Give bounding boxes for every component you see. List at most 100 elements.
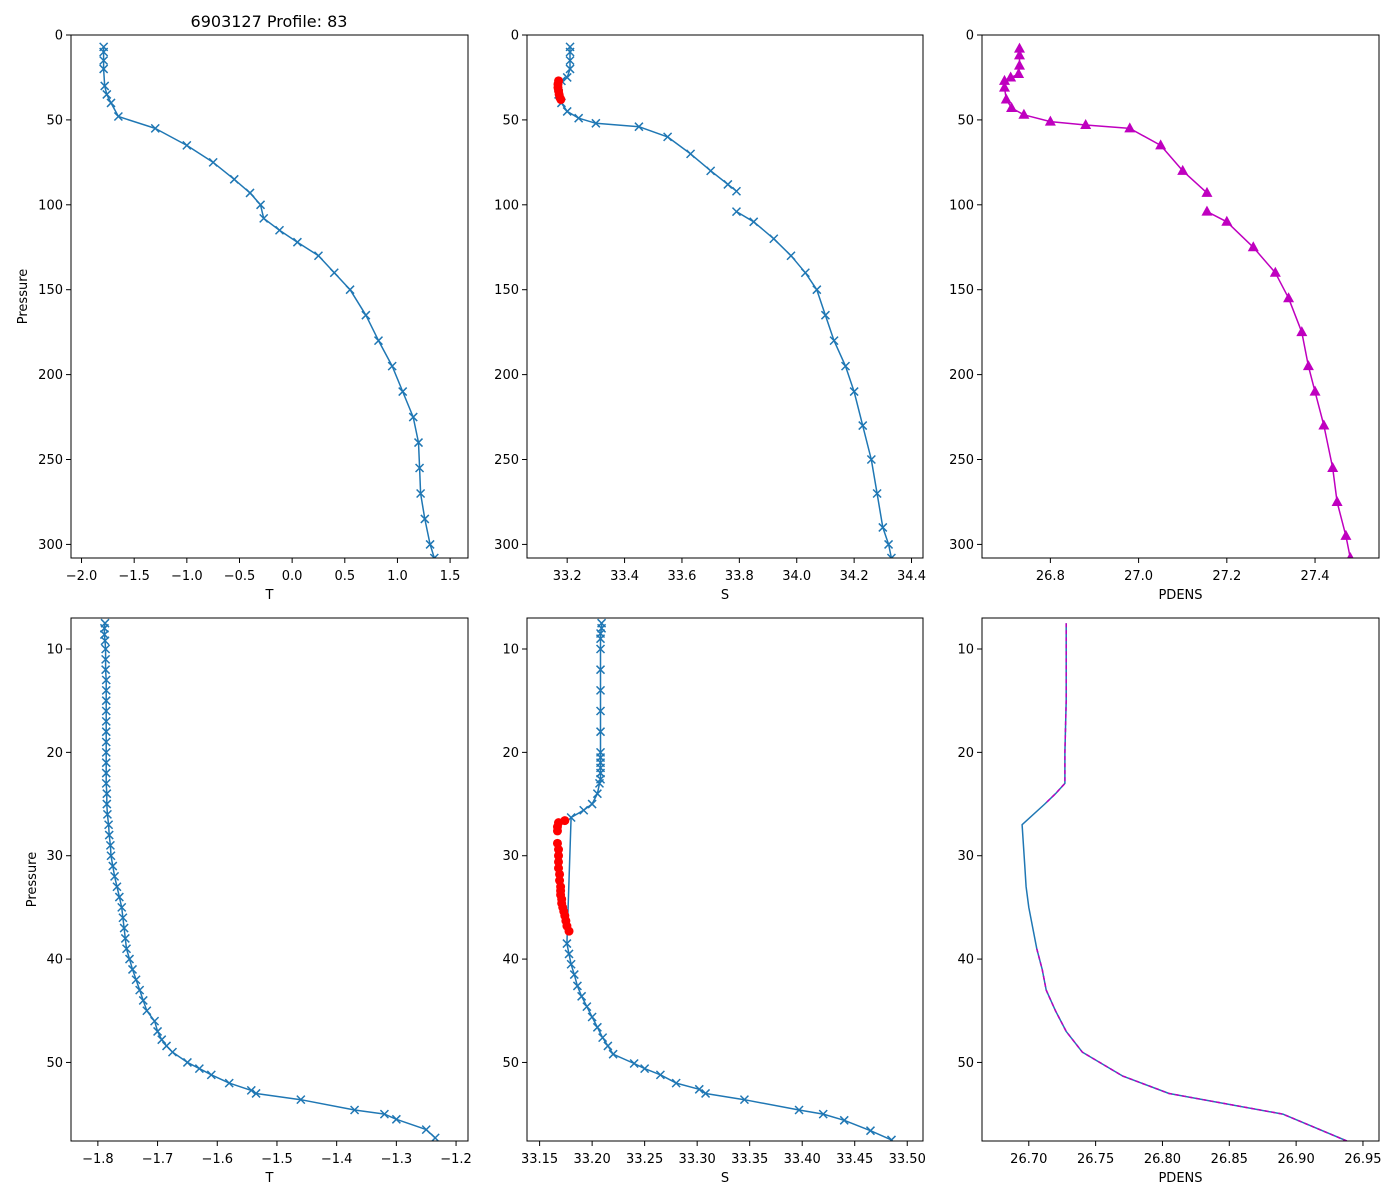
data-point <box>157 1035 167 1045</box>
data-point <box>101 675 111 685</box>
y-tick-label: 100 <box>949 198 974 213</box>
y-tick-label: 40 <box>502 953 519 968</box>
data-point <box>1124 122 1136 133</box>
y-axis-label: Pressure <box>16 269 31 325</box>
y-tick-label: 20 <box>502 746 519 761</box>
data-point <box>99 64 109 74</box>
data-point <box>818 1109 828 1119</box>
x-axis-label: T <box>265 588 274 603</box>
y-tick-label: 200 <box>949 368 974 383</box>
data-point <box>572 981 582 991</box>
y-tick-label: 50 <box>46 113 63 128</box>
data-point <box>998 81 1010 92</box>
data-point <box>102 809 112 819</box>
y-tick-label: 20 <box>957 746 974 761</box>
x-tick-label: −1.5 <box>118 569 150 584</box>
y-tick-label: 150 <box>949 283 974 298</box>
data-point <box>99 55 109 66</box>
data-point <box>1347 552 1354 558</box>
x-tick-label: 34.2 <box>840 569 869 584</box>
data-point <box>313 251 323 261</box>
data-point <box>595 665 606 675</box>
data-point <box>592 1022 602 1032</box>
data-point <box>251 1088 261 1098</box>
y-tick-label: 150 <box>494 283 519 298</box>
data-point <box>723 179 733 189</box>
y-tick-label: 100 <box>494 198 519 213</box>
data-point <box>595 644 606 654</box>
data-point <box>1201 186 1213 197</box>
series-pdens-line <box>1003 48 1208 194</box>
x-tick-label: −1.7 <box>142 1152 174 1167</box>
data-point <box>998 74 1010 85</box>
y-tick-label: 50 <box>46 1056 63 1071</box>
panel-top-salinity: 33.2 33.4 33.6 33.8 34.0 34.2 34.4 0 50 100 150 200… <box>494 29 926 604</box>
data-point <box>101 716 111 726</box>
data-point <box>429 553 439 558</box>
data-point <box>840 361 851 371</box>
x-tick-label: 33.40 <box>784 1152 821 1167</box>
x-tick-label: 0.0 <box>282 569 303 584</box>
data-point <box>131 975 141 985</box>
data-point <box>769 234 779 244</box>
y-tick-label: 40 <box>46 953 63 968</box>
x-tick-label: −1.2 <box>440 1152 472 1167</box>
data-point <box>886 553 896 558</box>
y-tick-label: 50 <box>502 1056 519 1071</box>
x-tick-label: 26.95 <box>1344 1152 1381 1167</box>
data-point <box>1221 215 1233 226</box>
data-point <box>102 789 112 799</box>
data-point <box>124 954 135 964</box>
panel-bottom-salinity: 33.15 33.20 33.25 33.30 33.35 33.40 33.45 33.50… <box>502 617 926 1186</box>
x-tick-label: −1.8 <box>82 1152 114 1167</box>
x-tick-label: 26.8 <box>1036 569 1065 584</box>
data-point <box>565 55 575 66</box>
y-tick-label: 50 <box>957 1056 974 1071</box>
data-point <box>102 799 112 809</box>
data-point <box>554 857 564 867</box>
plot-area <box>99 42 439 558</box>
x-tick-label: 1.0 <box>387 569 408 584</box>
data-point <box>739 1095 749 1105</box>
data-point <box>208 157 218 167</box>
data-point <box>1318 419 1330 430</box>
y-tick-label: 300 <box>38 538 63 553</box>
data-point <box>101 654 111 664</box>
data-point <box>577 991 587 1001</box>
data-point <box>849 387 859 397</box>
data-point <box>1080 118 1092 129</box>
data-point <box>121 944 132 954</box>
data-point <box>595 706 606 716</box>
y-tick-label: 200 <box>494 368 519 383</box>
y-tick-label: 250 <box>949 453 974 468</box>
data-point <box>565 64 575 74</box>
y-tick-label: 30 <box>46 849 63 864</box>
plot-area <box>553 42 896 558</box>
data-point <box>608 1049 618 1059</box>
y-tick-label: 0 <box>55 29 63 44</box>
data-point <box>114 892 124 902</box>
x-tick-label: 0.5 <box>334 569 355 584</box>
data-point <box>794 1105 804 1115</box>
data-point <box>420 514 430 524</box>
data-point <box>820 310 830 320</box>
x-axis-label: T <box>265 1171 274 1186</box>
data-point <box>100 636 110 646</box>
data-point <box>1018 108 1030 119</box>
y-tick-label: 50 <box>957 113 974 128</box>
data-point <box>1302 360 1314 371</box>
x-tick-label: 33.2 <box>553 569 582 584</box>
y-tick-label: 100 <box>38 198 63 213</box>
x-tick-label: 33.4 <box>610 569 639 584</box>
data-point <box>731 186 742 196</box>
data-point <box>167 1047 178 1057</box>
x-axis-label: PDENS <box>1158 588 1202 603</box>
data-point <box>104 830 114 840</box>
x-tick-label: 33.20 <box>574 1152 611 1167</box>
data-point <box>686 149 696 159</box>
y-tick-label: 0 <box>966 29 974 44</box>
x-tick-label: −1.0 <box>171 569 203 584</box>
data-point <box>800 268 810 278</box>
x-axis-label: PDENS <box>1158 1171 1202 1186</box>
data-point <box>886 1135 897 1141</box>
